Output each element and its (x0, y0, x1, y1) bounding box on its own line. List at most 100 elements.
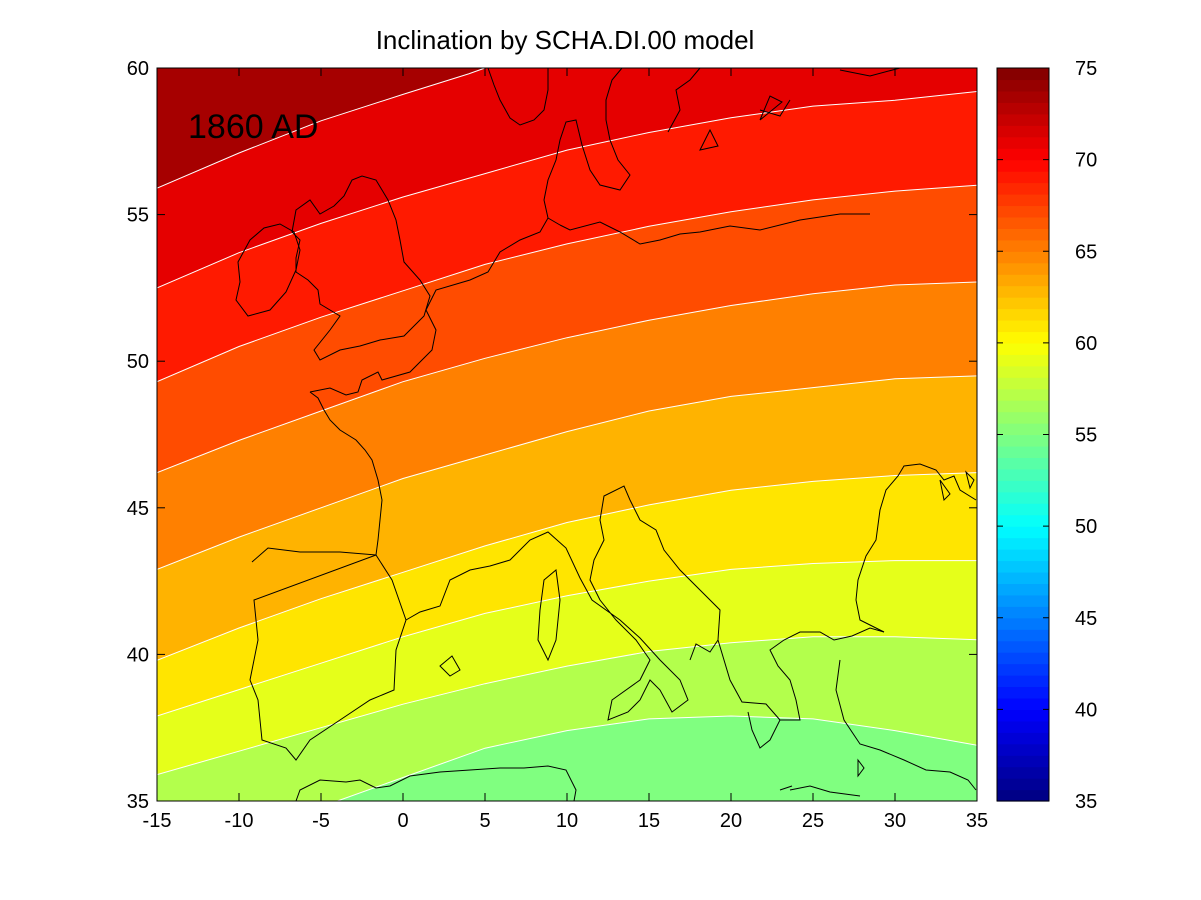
colorbar-cell (997, 549, 1049, 562)
colorbar-ticks: 35 40 45 50 55 60 65 70 75 (997, 58, 1097, 813)
colorbar-cell (997, 709, 1049, 722)
colorbar-tick-label: 45 (1075, 608, 1097, 630)
coastlines (235, 68, 977, 801)
colorbar-cell (997, 434, 1049, 447)
colorbar-tick-label: 35 (1075, 791, 1097, 813)
coastline-france-north (309, 217, 561, 396)
colorbar-tick-label: 65 (1075, 241, 1097, 263)
colorbar-cell (997, 629, 1049, 642)
x-axis: -15 -10 -5 0 5 10 15 20 25 30 35 (143, 68, 988, 832)
colorbar-cell (997, 159, 1049, 172)
colorbar-cell (997, 732, 1049, 745)
coastline-north-africa (295, 765, 861, 801)
colorbar-cell (997, 526, 1049, 539)
colorbar-cell (997, 445, 1049, 459)
colorbar-cell (997, 411, 1049, 424)
colorbar-cell (997, 319, 1049, 333)
contour-line (157, 375, 977, 570)
contour-line (157, 472, 977, 661)
colorbar-tick-label: 40 (1075, 699, 1097, 721)
x-tick-label: 10 (556, 810, 578, 832)
colorbar-cell (997, 285, 1049, 298)
colorbar-cell (997, 239, 1049, 252)
x-tick-label: 20 (720, 810, 742, 832)
colorbar-cell (997, 697, 1049, 710)
colorbar-cell (997, 423, 1049, 436)
y-tick-label: 50 (127, 351, 149, 373)
colorbar-cell (997, 297, 1049, 310)
x-tick-label: 25 (802, 810, 824, 832)
colorbar-cell (997, 457, 1049, 470)
coastline-balkans (717, 627, 885, 749)
coastline-britain (291, 175, 431, 361)
colorbar-cell (997, 537, 1049, 550)
x-tick-label: 15 (638, 810, 660, 832)
colorbar-cell (997, 560, 1049, 573)
colorbar-gradient (997, 68, 1049, 802)
coastline-iberia (249, 391, 407, 761)
x-tick-label: -15 (143, 810, 172, 832)
colorbar-cell (997, 400, 1049, 413)
colorbar-cell (997, 468, 1049, 481)
colorbar-cell (997, 594, 1049, 607)
x-tick-label: 0 (397, 810, 408, 832)
colorbar: 35 40 45 50 55 60 65 70 75 (996, 58, 1097, 813)
colorbar-cell (997, 262, 1049, 275)
colorbar-cell (997, 113, 1049, 126)
colorbar-cell (997, 388, 1049, 401)
contour-line (157, 636, 977, 776)
y-tick-label: 60 (127, 58, 149, 80)
colorbar-cell (997, 514, 1049, 527)
x-tick-label: -10 (225, 810, 254, 832)
colorbar-cell (997, 308, 1049, 321)
y-axis: 35 40 45 50 55 60 (127, 58, 977, 813)
x-tick-label: -5 (312, 810, 330, 832)
colorbar-cell (997, 274, 1049, 287)
colorbar-cell (997, 503, 1049, 516)
colorbar-cell (997, 377, 1049, 390)
coastline-scandinavia (543, 68, 870, 245)
colorbar-cell (997, 663, 1049, 676)
colorbar-cell (997, 640, 1049, 653)
colorbar-cell (997, 743, 1049, 756)
colorbar-cell (997, 171, 1049, 184)
contour-band (157, 68, 485, 189)
contour-band (157, 68, 977, 288)
colorbar-cell (997, 778, 1049, 791)
y-tick-label: 45 (127, 498, 149, 520)
colorbar-tick-label: 70 (1075, 150, 1097, 172)
colorbar-cell (997, 652, 1049, 665)
coastline-norway (487, 68, 549, 126)
colorbar-cell (997, 182, 1049, 195)
colorbar-cell (997, 102, 1049, 115)
colorbar-cell (997, 68, 1049, 81)
coastline-islands (439, 470, 975, 791)
contour-line (157, 281, 977, 474)
colorbar-cell (997, 491, 1049, 504)
colorbar-cell (997, 216, 1049, 229)
coastline-turkey (835, 463, 977, 791)
colorbar-cell (997, 148, 1049, 161)
colorbar-cell (997, 331, 1049, 344)
colorbar-cell (997, 755, 1049, 768)
colorbar-cell (997, 480, 1049, 493)
contour-fills (157, 68, 977, 801)
colorbar-cell (997, 251, 1049, 264)
contour-line (337, 715, 977, 801)
chart-title: Inclination by SCHA.DI.00 model (376, 25, 755, 55)
colorbar-cell (997, 136, 1049, 149)
colorbar-tick-label: 75 (1075, 58, 1097, 80)
colorbar-cell (997, 583, 1049, 596)
colorbar-tick-label: 55 (1075, 425, 1097, 447)
colorbar-cell (997, 789, 1049, 802)
colorbar-cell (997, 228, 1049, 241)
x-tick-label: 5 (479, 810, 490, 832)
coastline-ireland (235, 223, 301, 317)
colorbar-tick-label: 60 (1075, 333, 1097, 355)
colorbar-cell (997, 686, 1049, 699)
contour-line (157, 560, 977, 717)
coastline-sardinia (537, 569, 561, 662)
y-tick-label: 55 (127, 205, 149, 227)
coastline-italy (405, 485, 721, 721)
